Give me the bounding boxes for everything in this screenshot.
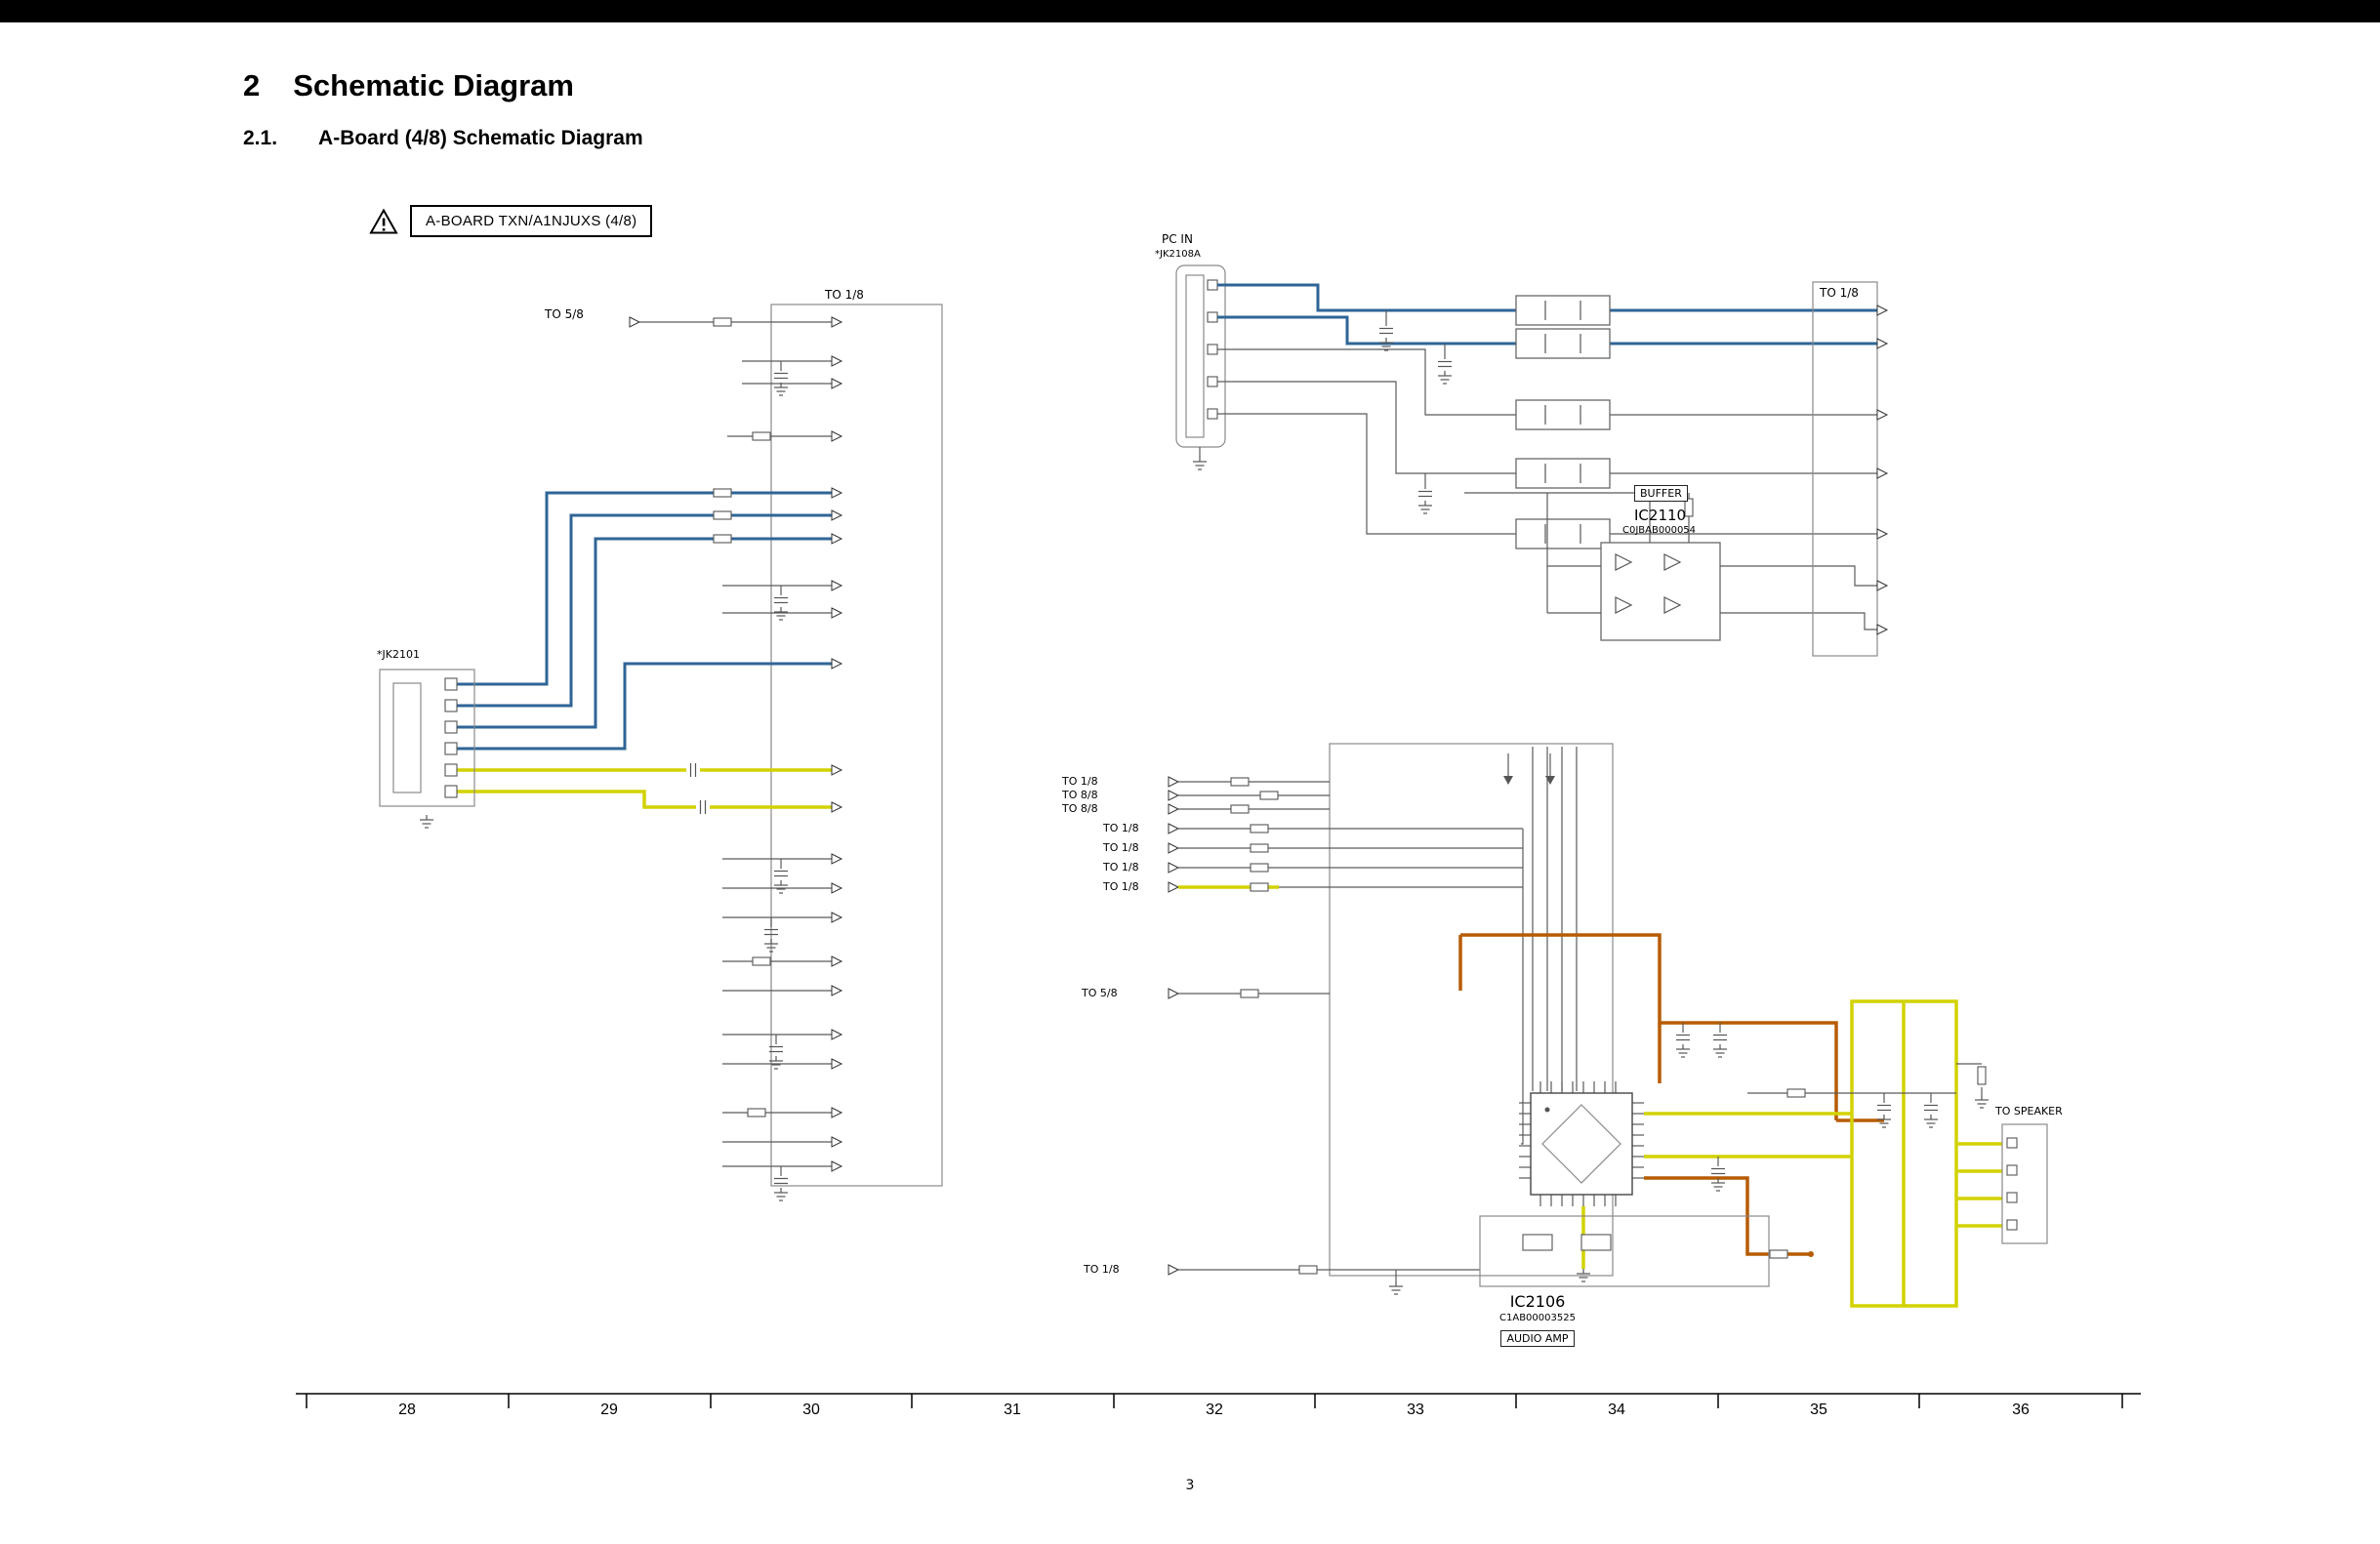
jk2101-connector: [379, 669, 475, 829]
audio-input-label: TO 1/8: [1062, 775, 1098, 788]
audio-bottom-input-label: TO 1/8: [1084, 1263, 1120, 1276]
jk2108a-label: *JK2108A: [1155, 249, 1201, 260]
ruler-number: 28: [398, 1402, 416, 1418]
subsection-title: A-Board (4/8) Schematic Diagram: [318, 127, 643, 149]
pc-in-title: PC IN: [1162, 232, 1193, 246]
ruler-number: 34: [1608, 1402, 1625, 1418]
audio-block-wires: [1168, 743, 2048, 1308]
left-input-label: TO 5/8: [545, 307, 584, 321]
ic2106-symbol: [1519, 1081, 1644, 1206]
section-title: Schematic Diagram: [293, 68, 574, 102]
page-number: 3: [1185, 1478, 1195, 1493]
amp-passives: [1675, 1023, 1990, 1259]
left-yellow-wires: [457, 762, 832, 815]
buffer-label: BUFFER: [1634, 485, 1688, 502]
audio-input-label: TO 8/8: [1062, 802, 1098, 815]
ruler-number: 30: [802, 1402, 820, 1418]
section-title-row: 2 Schematic Diagram: [243, 68, 574, 103]
pc-in-output-label: TO 1/8: [1820, 286, 1859, 300]
audio-input-label: TO 1/8: [1103, 841, 1139, 854]
jk2101-label: *JK2101: [377, 648, 420, 661]
subsection-title-row: 2.1. A-Board (4/8) Schematic Diagram: [243, 127, 643, 150]
left-bus-terminals: [831, 316, 842, 1172]
top-black-bar: [0, 0, 2380, 22]
ic2110-part: C0JBAB000054: [1622, 525, 1697, 536]
ruler-number: 31: [1004, 1402, 1021, 1418]
ic2110-symbol: [1464, 492, 1877, 641]
ic2106-label-stack: IC2106 C1AB00003525 AUDIO AMP: [1459, 1292, 1616, 1347]
warning-icon: [369, 207, 398, 233]
orange-wires: [1458, 933, 1884, 1257]
ruler-number: 32: [1206, 1402, 1223, 1418]
speaker-label: TO SPEAKER: [1995, 1105, 2063, 1117]
ruler-number: 33: [1407, 1402, 1424, 1418]
ic2110-ref: IC2110: [1634, 507, 1687, 524]
ic2106-function: AUDIO AMP: [1500, 1330, 1575, 1347]
yellow-wires: [1576, 999, 2002, 1308]
left-decoupling-caps: [763, 361, 789, 1201]
ic2106-ref: IC2106: [1509, 1292, 1566, 1311]
ruler-number: 29: [600, 1402, 618, 1418]
audio-input-rows: [1168, 776, 1480, 1295]
pc-in-output-box: [1812, 281, 1888, 657]
left-blue-wires: [457, 488, 832, 751]
pc-in-block-wires: [1175, 264, 1888, 657]
audio-mid-input-label: TO 5/8: [1082, 987, 1118, 999]
board-label: A-BOARD TXN/A1NJUXS (4/8): [410, 205, 653, 237]
audio-input-label: TO 1/8: [1103, 822, 1139, 834]
audio-input-label: TO 1/8: [1103, 880, 1139, 893]
ic2106-part: C1AB00003525: [1499, 1313, 1576, 1323]
audio-bottom-box: [1479, 1215, 1770, 1287]
left-block-wires: [379, 304, 943, 1201]
ruler-artwork: [296, 1393, 2141, 1408]
speaker-connector: [2001, 1123, 2048, 1244]
filter-blocks: [1515, 295, 1611, 549]
audio-input-label: TO 8/8: [1062, 789, 1098, 801]
subsection-number: 2.1.: [243, 127, 278, 149]
audio-input-label: TO 1/8: [1103, 861, 1139, 874]
left-bus-label: TO 1/8: [825, 288, 864, 302]
section-number: 2: [243, 68, 261, 102]
board-label-row: A-BOARD TXN/A1NJUXS (4/8): [369, 205, 653, 237]
jk2108a-connector: [1175, 264, 1226, 470]
ruler-number: 36: [2012, 1402, 2030, 1418]
ruler-number: 35: [1810, 1402, 1827, 1418]
